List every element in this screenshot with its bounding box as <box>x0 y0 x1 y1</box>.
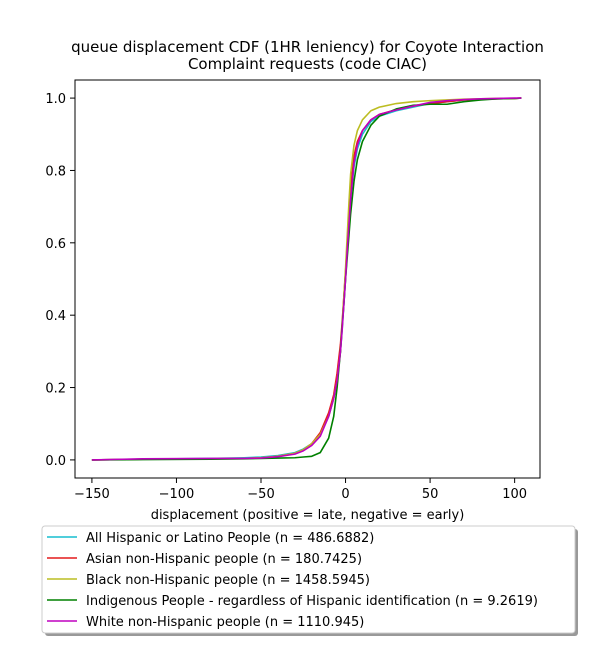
y-tick-label: 0.6 <box>45 237 66 252</box>
legend-entry-label: White non-Hispanic people (n = 1110.945) <box>86 615 364 630</box>
series-line-2 <box>91 97 522 461</box>
x-tick-label: −100 <box>159 487 195 502</box>
legend-entry-label: Black non-Hispanic people (n = 1458.5945… <box>86 573 370 588</box>
title-line-2: Complaint requests (code CIAC) <box>188 55 427 73</box>
series-line-4 <box>91 97 522 461</box>
series-line-1 <box>91 97 522 461</box>
x-tick-label: 0 <box>341 487 349 502</box>
chart-title: queue displacement CDF (1HR leniency) fo… <box>71 38 544 73</box>
legend: All Hispanic or Latino People (n = 486.6… <box>41 525 578 636</box>
legend-entry-label: Indigenous People - regardless of Hispan… <box>86 594 538 609</box>
legend-entry-label: All Hispanic or Latino People (n = 486.6… <box>86 531 374 546</box>
y-tick-label: 0.8 <box>45 164 66 179</box>
x-tick-label: 100 <box>502 487 527 502</box>
y-tick-label: 0.0 <box>45 454 66 469</box>
x-tick-label: −50 <box>247 487 274 502</box>
y-tick-label: 0.4 <box>45 309 66 324</box>
axes-frame <box>74 79 541 479</box>
x-axis-label: displacement (positive = late, negative … <box>151 508 465 523</box>
y-tick-label: 1.0 <box>45 92 66 107</box>
series-line-5 <box>91 97 522 461</box>
y-axis: 0.0 0.2 0.4 0.6 0.8 1.0 <box>45 92 75 469</box>
series-group <box>91 97 522 461</box>
legend-box <box>41 525 576 634</box>
title-line-1: queue displacement CDF (1HR leniency) fo… <box>71 38 544 56</box>
x-tick-label: 50 <box>422 487 439 502</box>
plot-area <box>74 79 541 479</box>
y-tick-label: 0.2 <box>45 382 66 397</box>
x-axis: −150 −100 −50 0 50 100 <box>74 478 527 502</box>
legend-entry-label: Asian non-Hispanic people (n = 180.7425) <box>86 552 362 567</box>
x-tick-label: −150 <box>74 487 110 502</box>
series-line-3 <box>91 97 522 461</box>
